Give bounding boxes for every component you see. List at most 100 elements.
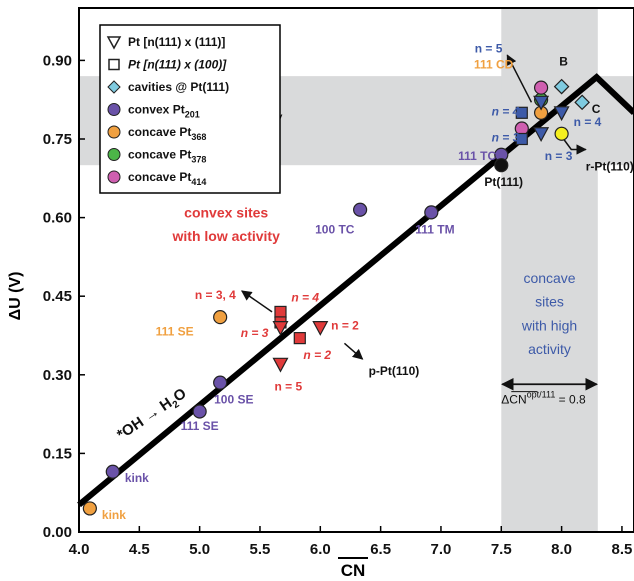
data-point-circle xyxy=(424,205,439,220)
annotation-label: n = 3, 4 xyxy=(195,288,236,302)
annotation-arrows xyxy=(241,54,587,360)
data-point-circle xyxy=(353,202,368,217)
x-tick-label: 8.5 xyxy=(612,541,633,558)
data-point-triangle xyxy=(312,321,329,336)
annotation-label: Pt(111) xyxy=(484,175,523,189)
annotation-label: n = 3 xyxy=(492,131,520,145)
annotation-label: n = 2 xyxy=(331,319,359,333)
data-point-diamond xyxy=(553,78,570,95)
plot-frame xyxy=(78,7,634,533)
y-tick-label: 0.15 xyxy=(43,445,72,462)
annotation-label: kink xyxy=(102,508,126,522)
x-tick-label: 6.5 xyxy=(370,541,391,558)
annotation-label: C xyxy=(592,102,601,116)
annotation-label: B xyxy=(559,55,568,69)
data-point-circle xyxy=(494,158,509,173)
volcano-line-layer xyxy=(77,73,634,508)
data-point-square xyxy=(293,332,306,345)
annotation-label: concave xyxy=(523,270,575,286)
data-point-circle xyxy=(213,375,228,390)
annotation-label: n = 4 xyxy=(574,115,602,129)
x-tick-label: 4.5 xyxy=(129,541,150,558)
x-tick-label: 7.5 xyxy=(491,541,512,558)
annotation-label: n = 5 xyxy=(475,42,503,56)
legend-entry-label: cavities @ Pt(111) xyxy=(128,80,229,94)
x-axis-label: CN xyxy=(341,561,366,580)
annotation-label: n = 4 xyxy=(291,290,319,304)
axes-frame xyxy=(78,7,634,533)
data-point-triangle xyxy=(553,106,570,122)
annotation-label: 111 SE xyxy=(156,325,194,339)
annotation-label: activity xyxy=(528,341,571,357)
annotation-label: with high xyxy=(521,317,577,333)
y-tick-label: 0.45 xyxy=(43,288,72,305)
legend-marker xyxy=(106,36,122,50)
data-point-circle xyxy=(82,501,97,516)
legend-entry-label: Pt [n(111) x (100)] xyxy=(128,58,227,72)
annotation-label: sites xyxy=(535,294,564,310)
data-point-circle xyxy=(554,126,569,141)
data-point-circle xyxy=(192,404,207,419)
legend-marker xyxy=(107,125,121,139)
annotation-arrow xyxy=(506,54,533,103)
data-point-circle xyxy=(213,310,228,325)
dCN-label: ΔCNopt/111 = 0.8 xyxy=(501,390,586,407)
annotation-label: n = 5 xyxy=(274,380,302,394)
legend-box xyxy=(99,24,281,194)
annotation-labels: kink kink 111 SE 100 SE 111 SE 100 TC 111 TM 11… xyxy=(102,42,634,522)
annotation-label: r-Pt(110) xyxy=(586,159,634,173)
annotation-label: 111 SE xyxy=(181,419,219,433)
annotation-label: n = 3 xyxy=(545,149,573,163)
x-tick-label: 8.0 xyxy=(551,541,572,558)
data-point-triangle xyxy=(272,357,289,373)
annotation-arrow xyxy=(343,342,364,360)
data-point-triangle xyxy=(533,95,550,111)
y-tick-label: 0.30 xyxy=(43,367,72,384)
data-points xyxy=(82,78,590,516)
x-tick-label: 7.0 xyxy=(431,541,452,558)
x-tick-label: 5.5 xyxy=(250,541,271,558)
x-tick-label: 4.0 xyxy=(69,541,90,558)
data-point-triangle xyxy=(272,321,289,336)
data-point-square xyxy=(274,305,287,319)
axis-ticks: 4.0 4.5 5.0 5.5 6.0 6.5 7.0 7.5 8.0 8.5 0.00 0.15 0.… xyxy=(43,52,633,558)
annotation-label: with low activity xyxy=(172,228,281,244)
annotation-label: n = 3 xyxy=(241,326,269,340)
reaction-label: *OH → H2O xyxy=(114,385,192,446)
legend-entry-label: concave Pt414 xyxy=(128,170,206,187)
y-tick-label: 0.75 xyxy=(43,131,72,148)
y-axis-label: ΔU (V) xyxy=(7,272,24,321)
legend-marker xyxy=(107,103,121,116)
data-point-circle xyxy=(533,80,549,95)
legend: Pt [n(111) x (111)] Pt [n(111) x (100)] ca… xyxy=(99,24,281,194)
annotation-label: kink xyxy=(125,471,149,485)
data-point-square xyxy=(515,106,528,119)
legend-marker xyxy=(107,170,121,184)
legend-entry-label: concave Pt368 xyxy=(128,125,206,142)
x-axis-label-group: CN xyxy=(338,557,368,580)
legend-marker xyxy=(107,148,121,161)
legend-entry-label: convex Pt201 xyxy=(128,103,200,120)
data-point-square xyxy=(515,132,528,146)
annotation-arrow xyxy=(561,135,587,155)
annotation-label: 100 TC xyxy=(315,222,355,236)
x-tick-label: 6.0 xyxy=(310,541,331,558)
annotation-label: 100 SE xyxy=(214,393,253,407)
legend-marker xyxy=(107,80,121,94)
annotation-arrow xyxy=(241,290,273,313)
annotation-label: n = 2 xyxy=(303,348,331,362)
legend-entry-label: Pt [n(111) x (111)] xyxy=(128,35,225,49)
annotation-label: n = 4 xyxy=(492,104,520,118)
annotation-label: 111 TM xyxy=(415,222,454,236)
legend-marker xyxy=(108,58,120,71)
annotation-label: convex sites xyxy=(184,205,268,221)
legend-entry-label: concave Pt378 xyxy=(128,148,206,165)
annotation-label: p-Pt(110) xyxy=(369,364,420,378)
y-tick-label: 0.90 xyxy=(43,52,72,69)
y-tick-label: 0.00 xyxy=(43,524,72,541)
volcano-line xyxy=(77,73,634,508)
annotation-label: 111 CD xyxy=(474,57,514,71)
x-tick-label: 5.0 xyxy=(189,541,210,558)
annotation-label: 111 TC xyxy=(458,149,496,163)
